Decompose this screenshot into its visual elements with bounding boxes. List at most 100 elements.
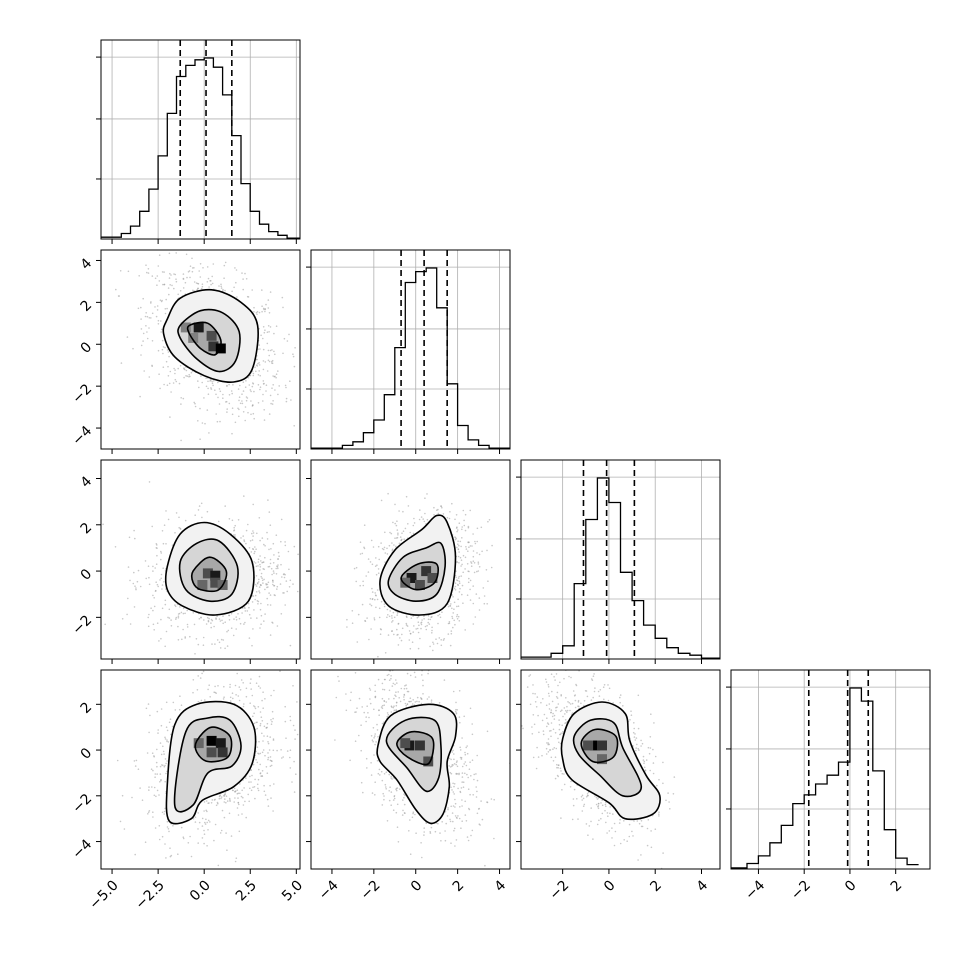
scatter-point — [257, 565, 259, 567]
scatter-point — [296, 733, 299, 736]
scatter-point — [255, 370, 257, 373]
scatter-point — [198, 505, 201, 507]
scatter-point — [185, 375, 187, 377]
scatter-point — [456, 526, 458, 528]
scatter-point — [218, 285, 220, 287]
scatter-point — [451, 615, 453, 618]
scatter-point — [225, 801, 227, 804]
scatter-point — [396, 614, 399, 616]
scatter-point — [164, 308, 167, 310]
scatter-point — [426, 493, 428, 495]
scatter-point — [231, 432, 233, 435]
scatter-point — [242, 535, 244, 537]
scatter-point — [459, 556, 462, 559]
scatter-point — [401, 627, 404, 630]
scatter-point — [222, 393, 224, 396]
scatter-point — [160, 328, 163, 331]
scatter-point — [267, 325, 270, 327]
scatter-point — [117, 295, 120, 297]
scatter-point — [252, 628, 254, 630]
scatter-point — [408, 630, 411, 632]
scatter-point — [220, 796, 223, 798]
scatter-point — [256, 313, 258, 316]
scatter-point — [284, 544, 287, 547]
scatter-point — [229, 800, 231, 802]
scatter-point — [186, 609, 188, 612]
scatter-point — [249, 374, 252, 377]
scatter-point — [241, 789, 243, 792]
scatter-point — [152, 594, 154, 597]
scatter-point — [251, 289, 253, 291]
scatter-point — [467, 525, 470, 528]
scatter-point — [249, 682, 252, 684]
scatter-point — [123, 828, 126, 830]
scatter-point — [226, 800, 229, 802]
scatter-point — [193, 267, 195, 269]
scatter-point — [216, 615, 218, 617]
scatter-point — [286, 750, 289, 752]
scatter-point — [242, 653, 244, 655]
scatter-point — [236, 296, 238, 298]
scatter-point — [257, 581, 260, 583]
scatter-point — [460, 787, 463, 789]
scatter-point — [167, 375, 170, 377]
scatter-point — [194, 248, 196, 250]
scatter-point — [449, 771, 452, 774]
scatter-point — [465, 820, 468, 822]
scatter-point — [453, 758, 455, 761]
scatter-point — [272, 375, 274, 377]
scatter-point — [392, 521, 394, 524]
scatter-point — [163, 810, 166, 813]
scatter-point — [450, 630, 453, 632]
scatter-point — [393, 633, 395, 636]
scatter-point — [391, 630, 393, 632]
scatter-point — [206, 845, 208, 847]
scatter-point — [391, 615, 393, 617]
scatter-point — [152, 609, 154, 612]
scatter-point — [454, 710, 457, 713]
scatter-point — [358, 697, 361, 700]
scatter-point — [250, 400, 252, 402]
scatter-point — [210, 802, 213, 804]
scatter-point — [440, 639, 443, 641]
scatter-point — [269, 524, 272, 526]
scatter-point — [153, 786, 156, 789]
scatter-point — [374, 733, 377, 735]
scatter-point — [449, 511, 451, 513]
scatter-point — [262, 707, 265, 709]
scatter-point — [242, 381, 245, 384]
scatter-point — [157, 265, 160, 267]
scatter-point — [225, 832, 227, 834]
scatter-point — [378, 558, 381, 561]
scatter-point — [135, 587, 137, 589]
scatter-point — [394, 503, 396, 506]
scatter-point — [483, 595, 486, 597]
scatter-point — [237, 814, 240, 816]
scatter-point — [145, 707, 148, 710]
scatter-point — [265, 583, 267, 585]
scatter-point — [250, 413, 252, 416]
scatter-point — [181, 638, 183, 641]
scatter-point — [452, 805, 455, 807]
scatter-point — [268, 749, 271, 751]
scatter-point — [375, 594, 377, 597]
scatter-point — [448, 517, 451, 520]
scatter-point — [257, 787, 259, 790]
scatter-point — [466, 594, 469, 596]
scatter-point — [293, 545, 296, 548]
scatter-point — [224, 505, 226, 507]
scatter-point — [171, 725, 174, 728]
scatter-point — [456, 613, 459, 616]
scatter-point — [241, 813, 243, 815]
scatter-point — [253, 552, 255, 555]
scatter-point — [159, 742, 162, 744]
scatter-point — [200, 502, 203, 505]
scatter-point — [371, 598, 374, 600]
scatter-point — [288, 586, 291, 588]
scatter-point — [206, 266, 209, 268]
scatter-point — [194, 821, 197, 823]
scatter-point — [461, 799, 463, 801]
scatter-point — [449, 605, 452, 607]
scatter-point — [269, 594, 272, 596]
scatter-point — [266, 331, 269, 334]
